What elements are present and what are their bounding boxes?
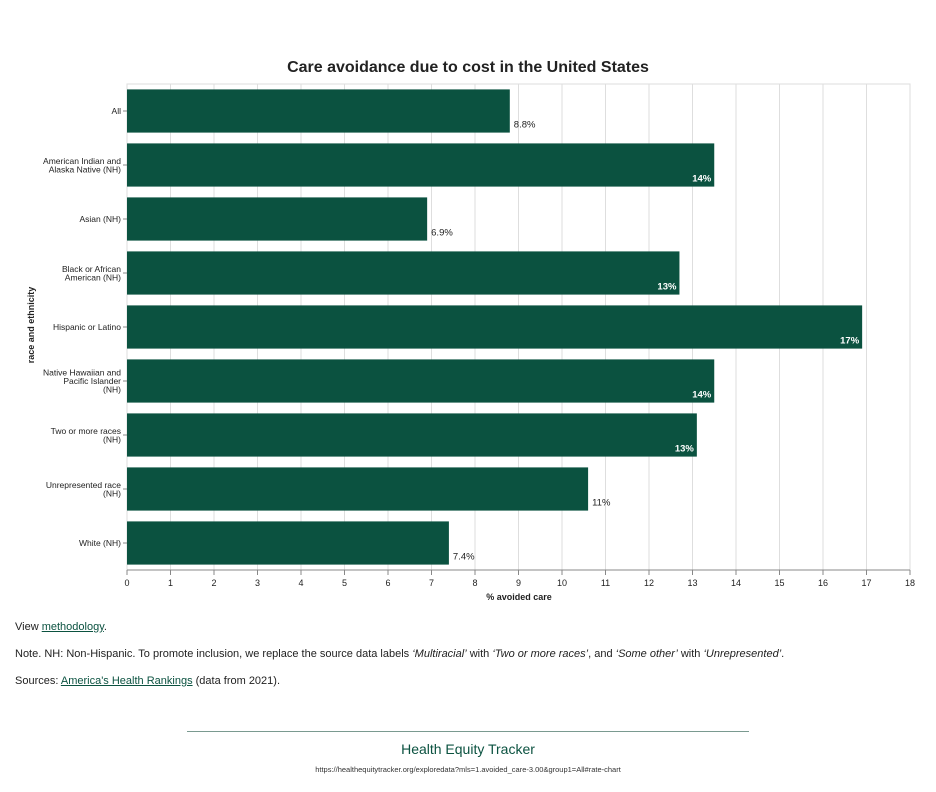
x-axis-title: % avoided care	[486, 592, 552, 602]
y-tick-label: Alaska Native (NH)	[49, 164, 121, 174]
x-tick-label: 9	[516, 578, 521, 588]
sources-link[interactable]: America's Health Rankings	[60, 675, 193, 687]
y-axis-title: race and ethnicity	[26, 287, 36, 364]
x-tick-label: 11	[601, 578, 610, 588]
y-tick-label: Two or more races	[51, 426, 121, 436]
x-tick-label: 10	[557, 578, 567, 588]
bar	[127, 89, 510, 133]
sources-suffix: (data from 2021).	[192, 675, 281, 687]
data-label: 14%	[692, 174, 712, 185]
y-tick-label: White (NH)	[79, 538, 121, 548]
data-label: 13%	[657, 282, 677, 293]
x-tick-label: 6	[385, 578, 390, 588]
note-text-5: .	[781, 648, 785, 660]
x-tick-label: 1	[168, 578, 173, 588]
y-tick-label: Native Hawaiian and	[43, 368, 121, 378]
x-tick-label: 17	[861, 578, 871, 588]
sources-line: Sources: America's Health Rankings (data…	[15, 675, 280, 687]
note-quote-some-other: ‘Some other’	[615, 648, 678, 660]
note-quote-two-or-more: ‘Two or more races’	[492, 648, 589, 660]
x-tick-label: 5	[342, 578, 347, 588]
view-prefix: View	[15, 621, 42, 633]
x-tick-label: 18	[905, 578, 915, 588]
footer-title[interactable]: Health Equity Tracker	[401, 741, 535, 757]
y-tick-label: Black or African	[62, 264, 121, 274]
data-label: 11%	[592, 498, 611, 509]
data-label: 8.8%	[514, 120, 536, 131]
bar	[127, 359, 715, 403]
note-quote-multiracial: ‘Multiracial’	[412, 648, 467, 660]
y-tick-label: (NH)	[103, 385, 121, 395]
bar	[127, 143, 715, 187]
note-line: Note. NH: Non-Hispanic. To promote inclu…	[15, 648, 784, 660]
y-tick-label: Asian (NH)	[79, 214, 121, 224]
x-tick-label: 16	[818, 578, 828, 588]
x-tick-label: 13	[687, 578, 697, 588]
bar-chart: Care avoidance due to cost in the United…	[26, 59, 915, 602]
note-quote-unrepresented: ‘Unrepresented’	[703, 648, 782, 660]
chart-bars: 8.8% 14% 6.9% 13% 17% 14% 13% 11% 7.4%	[127, 89, 863, 565]
y-tick-label: Pacific Islander	[63, 376, 121, 386]
data-label: 17%	[840, 336, 860, 347]
x-tick-label: 7	[429, 578, 434, 588]
footer-divider	[187, 731, 749, 732]
y-tick-label: Unrepresented race	[46, 480, 121, 490]
footer-url: https://healthequitytracker.org/explored…	[315, 765, 621, 774]
y-tick-label: American Indian and	[43, 156, 121, 166]
x-tick-label: 3	[255, 578, 260, 588]
x-tick-label: 14	[731, 578, 741, 588]
x-tick-label: 0	[124, 578, 129, 588]
data-label: 7.4%	[453, 552, 475, 563]
bar	[127, 251, 680, 295]
methodology-link[interactable]: methodology	[41, 621, 104, 633]
bar	[127, 521, 449, 565]
bar	[127, 467, 589, 511]
y-tick-label: Hispanic or Latino	[53, 322, 121, 332]
x-tick-label: 15	[774, 578, 784, 588]
methodology-line: View methodology.	[15, 621, 107, 633]
x-tick-label: 2	[211, 578, 216, 588]
note-text-1: Note. NH: Non-Hispanic. To promote inclu…	[15, 648, 413, 660]
bar	[127, 413, 697, 457]
y-tick-label: (NH)	[103, 434, 121, 444]
view-suffix: .	[103, 621, 107, 633]
y-tick-label: American (NH)	[65, 272, 121, 282]
x-tick-label: 4	[298, 578, 303, 588]
note-text-2: with	[466, 648, 493, 660]
sources-prefix: Sources:	[15, 675, 61, 687]
data-label: 6.9%	[431, 228, 453, 239]
data-label: 13%	[675, 444, 695, 455]
chart-title: Care avoidance due to cost in the United…	[287, 59, 649, 76]
note-text-4: with	[677, 648, 704, 660]
y-tick-label: (NH)	[103, 488, 121, 498]
bar	[127, 305, 863, 349]
y-tick-label: All	[112, 106, 122, 116]
bar	[127, 197, 428, 241]
x-axis: 0 1 2 3 4 5 6 7 8 9 10 11 12 13 14 15 16 17 18	[124, 569, 915, 588]
note-text-3: , and	[588, 648, 616, 660]
x-tick-label: 8	[472, 578, 477, 588]
data-label: 14%	[692, 390, 712, 401]
x-tick-label: 12	[644, 578, 654, 588]
